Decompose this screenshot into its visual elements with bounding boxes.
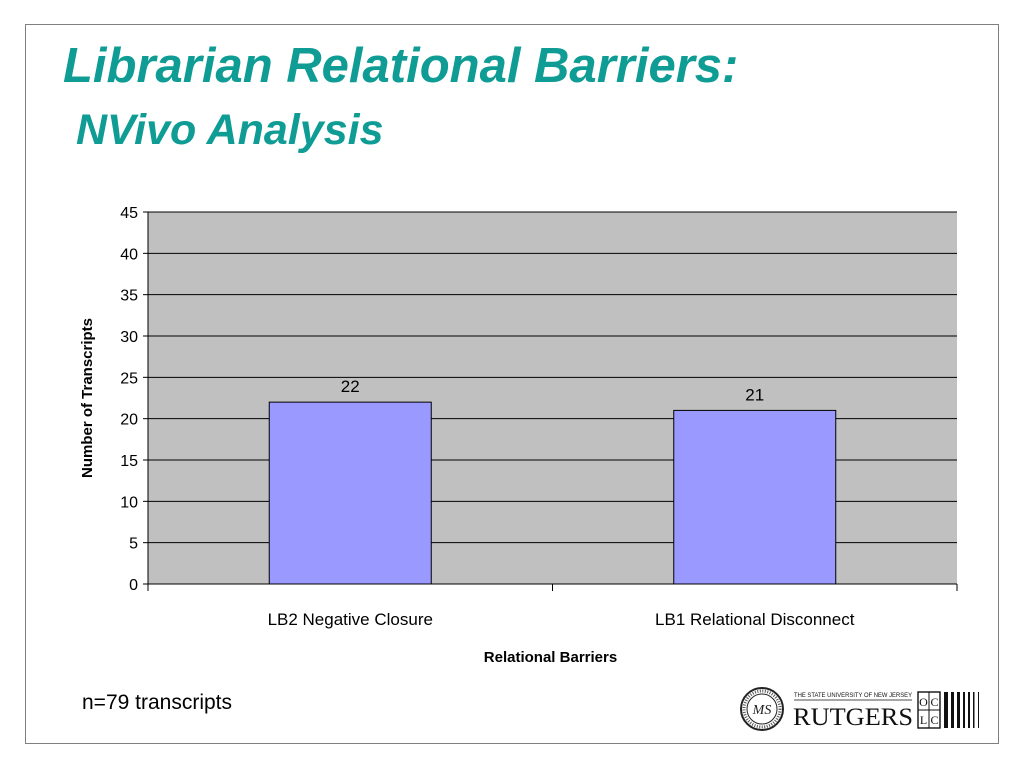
slide-subtitle: NVivo Analysis: [76, 106, 384, 154]
rutgers-wordmark: RUTGERS: [793, 704, 913, 731]
slide-frame: [25, 24, 999, 744]
oclc-logo: O C L C: [917, 691, 979, 729]
bar: [268, 401, 432, 585]
y-tick-label: 15: [120, 453, 138, 470]
y-tick-label: 45: [120, 205, 138, 222]
x-category-label: LB1 Relational Disconnect: [655, 610, 855, 629]
oclc-letter-4: C: [930, 713, 938, 727]
y-tick-label: 30: [120, 329, 138, 346]
oclc-letter-3: L: [920, 713, 927, 727]
x-axis-title: Relational Barriers: [484, 649, 617, 666]
rutgers-tagline: THE STATE UNIVERSITY OF NEW JERSEY: [794, 692, 912, 699]
y-tick-label: 40: [120, 246, 138, 263]
x-category-label: LB2 Negative Closure: [268, 610, 433, 629]
slide-title: Librarian Relational Barriers:: [63, 39, 739, 93]
y-tick-label: 25: [120, 370, 138, 387]
oclc-letter-1: O: [919, 695, 928, 709]
svg-text:MS: MS: [752, 703, 772, 718]
y-axis-title: Number of Transcripts: [79, 318, 96, 478]
data-label: 21: [745, 385, 764, 404]
y-tick-label: 0: [129, 577, 138, 594]
logo-strip: MS THE STATE UNIVERSITY OF NEW JERSEY RU…: [740, 687, 979, 731]
y-tick-label: 10: [120, 494, 138, 511]
data-label: 22: [341, 377, 360, 396]
y-tick-label: 35: [120, 288, 138, 305]
institution-seal-icon: MS: [740, 687, 784, 731]
sample-size-note: n=79 transcripts: [82, 691, 232, 714]
rutgers-logo: THE STATE UNIVERSITY OF NEW JERSEY RUTGE…: [793, 692, 913, 731]
y-tick-label: 20: [120, 412, 138, 429]
bar: [673, 409, 837, 585]
y-tick-label: 5: [129, 536, 138, 553]
oclc-letter-2: C: [930, 695, 938, 709]
